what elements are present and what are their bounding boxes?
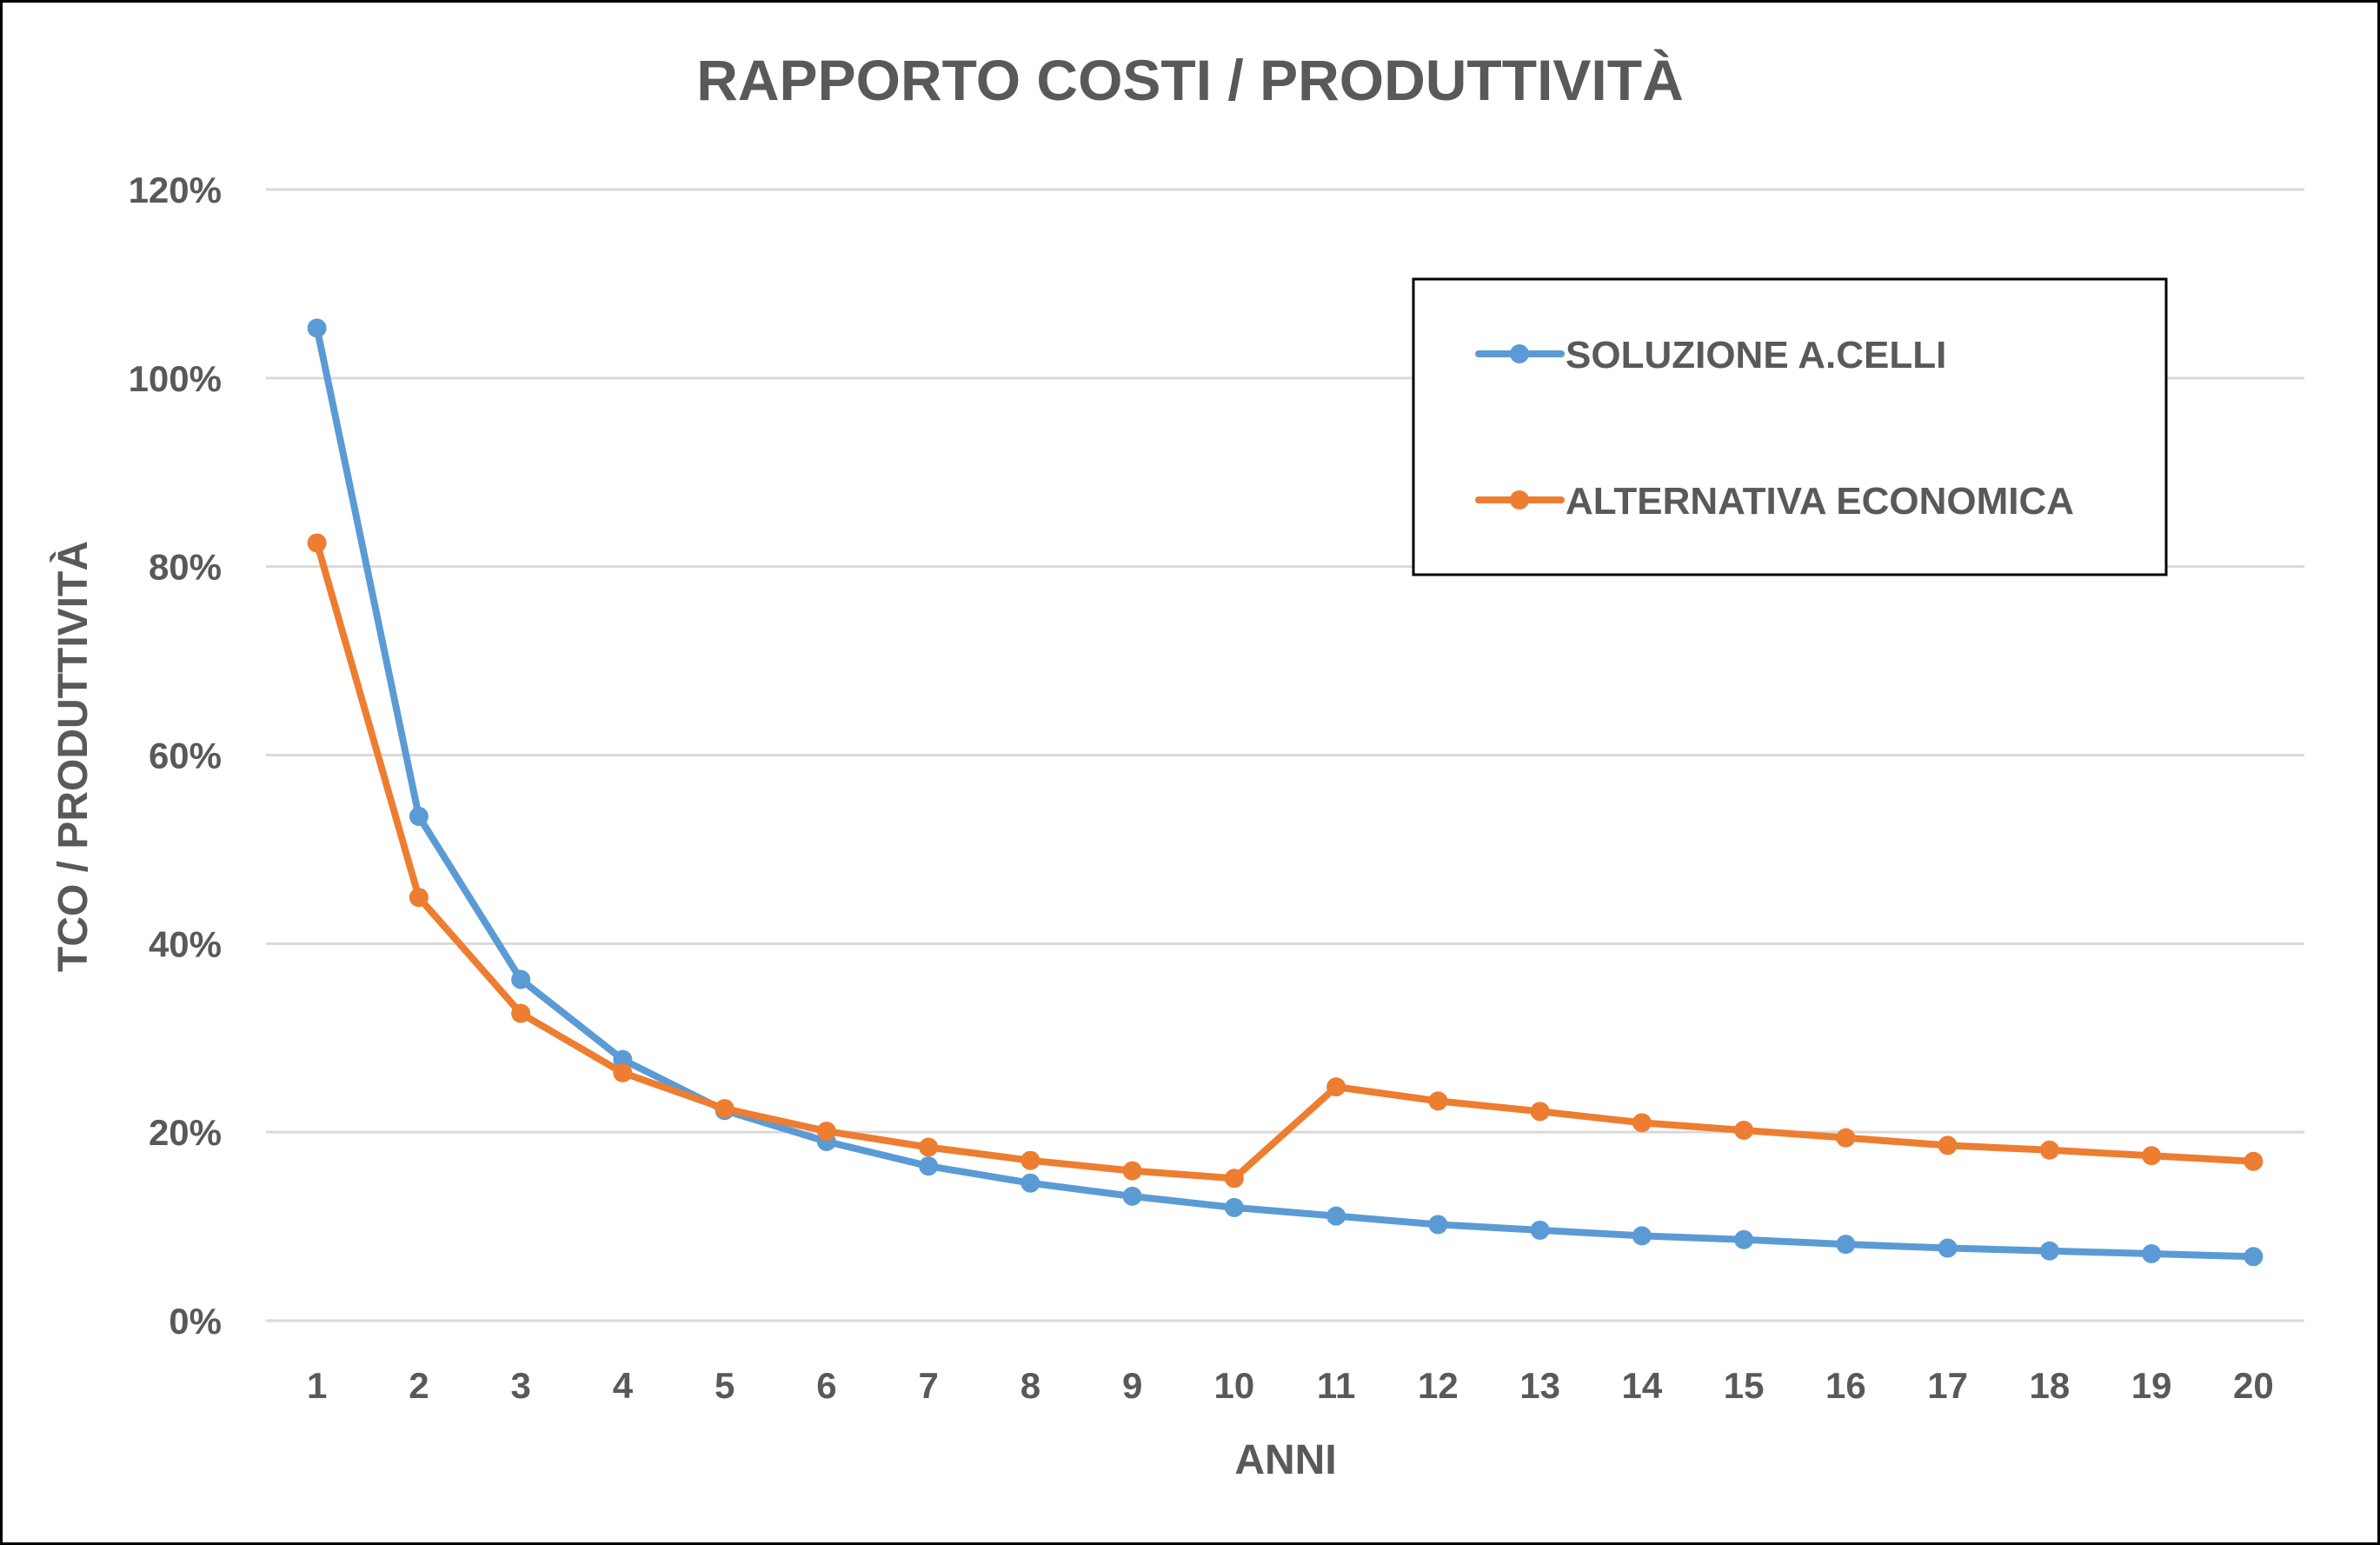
gridlines xyxy=(266,188,2304,1322)
data-point-marker xyxy=(409,888,429,908)
data-point-marker xyxy=(613,1062,633,1082)
x-tick-label: 3 xyxy=(510,1365,530,1406)
y-tick-label: 20% xyxy=(149,1112,222,1153)
y-axis-ticks: 0% 20% 40% 60% 80% 100% 120% xyxy=(129,170,222,1342)
x-tick-label: 15 xyxy=(1724,1365,1765,1406)
data-point-marker xyxy=(1224,1169,1244,1189)
x-tick-label: 7 xyxy=(918,1365,938,1406)
x-tick-label: 18 xyxy=(2030,1365,2071,1406)
x-tick-label: 8 xyxy=(1020,1365,1040,1406)
legend-box xyxy=(1412,277,2168,576)
x-axis-ticks: 1 2 3 4 5 6 7 8 9 10 11 12 13 14 15 16 17 18 19 20 xyxy=(307,1365,2274,1406)
data-point-marker xyxy=(613,1049,633,1069)
x-tick-label: 13 xyxy=(1519,1365,1560,1406)
data-point-marker xyxy=(307,533,327,553)
data-point-marker xyxy=(1836,1235,1856,1255)
data-series xyxy=(307,318,2264,1267)
data-point-marker xyxy=(919,1137,939,1157)
data-point-marker xyxy=(919,1156,939,1176)
x-tick-label: 1 xyxy=(307,1365,327,1406)
series-alternativa-economica xyxy=(307,533,2264,1189)
y-tick-label: 60% xyxy=(149,736,222,776)
x-tick-label: 10 xyxy=(1214,1365,1255,1406)
data-point-marker xyxy=(1734,1229,1754,1249)
data-point-marker xyxy=(1938,1238,1958,1258)
legend-item: ALTERNATIVA ECONOMICA xyxy=(1475,480,2074,523)
line-chart: RAPPORTO COSTI / PRODUTTIVITÀ 0%20%40%60… xyxy=(50,48,2304,1483)
data-point-marker xyxy=(1530,1102,1550,1122)
series-line xyxy=(313,539,2257,1182)
data-point-marker xyxy=(1122,1186,1142,1206)
data-point-marker xyxy=(1530,1220,1550,1240)
x-tick-label: 12 xyxy=(1418,1365,1459,1406)
legend-marker-icon xyxy=(1510,344,1529,363)
data-point-marker xyxy=(1326,1077,1346,1097)
series-soluzione-a-celli xyxy=(307,318,2264,1267)
data-point-marker xyxy=(409,806,429,826)
data-point-marker xyxy=(2244,1247,2264,1267)
x-tick-label: 4 xyxy=(613,1365,634,1406)
y-tick-label: 0% xyxy=(169,1301,222,1342)
data-point-marker xyxy=(1632,1226,1652,1246)
data-point-marker xyxy=(2142,1244,2162,1264)
x-tick-label: 6 xyxy=(816,1365,836,1406)
y-tick-label: 80% xyxy=(149,547,222,588)
data-point-marker xyxy=(2142,1146,2162,1166)
y-tick-label: 40% xyxy=(149,923,222,964)
series-line xyxy=(313,324,2257,1261)
data-point-marker xyxy=(1734,1120,1754,1140)
data-point-marker xyxy=(307,318,327,338)
data-point-marker xyxy=(2039,1241,2059,1261)
y-tick-label: 100% xyxy=(129,358,222,399)
legend-marker-icon xyxy=(1510,490,1529,509)
legend: SOLUZIONE A.CELLI ALTERNATIVA ECONOMICA xyxy=(1412,277,2168,576)
x-tick-label: 2 xyxy=(409,1365,429,1406)
x-tick-label: 17 xyxy=(1927,1365,1968,1406)
data-point-marker xyxy=(2244,1151,2264,1171)
x-tick-label: 16 xyxy=(1825,1365,1866,1406)
legend-items: SOLUZIONE A.CELLI ALTERNATIVA ECONOMICA xyxy=(1475,334,2074,523)
data-point-marker xyxy=(816,1122,836,1142)
legend-label: SOLUZIONE A.CELLI xyxy=(1566,334,1946,376)
y-axis-label: TCO / PRODUTTIVITÀ xyxy=(50,541,96,972)
legend-item: SOLUZIONE A.CELLI xyxy=(1475,334,1946,376)
chart-title: RAPPORTO COSTI / PRODUTTIVITÀ xyxy=(696,48,1684,112)
x-tick-label: 11 xyxy=(1317,1365,1355,1406)
x-tick-label: 20 xyxy=(2233,1365,2274,1406)
data-point-marker xyxy=(1632,1113,1652,1133)
x-tick-label: 9 xyxy=(1122,1365,1142,1406)
legend-label: ALTERNATIVA ECONOMICA xyxy=(1566,480,2074,523)
data-point-marker xyxy=(1122,1161,1142,1181)
data-point-marker xyxy=(1224,1197,1244,1217)
x-axis-label: ANNI xyxy=(1234,1437,1336,1483)
data-point-marker xyxy=(1836,1128,1856,1148)
data-point-marker xyxy=(1020,1150,1040,1170)
data-point-marker xyxy=(2039,1140,2059,1160)
x-tick-label: 5 xyxy=(715,1365,735,1406)
data-point-marker xyxy=(511,1003,531,1023)
data-point-marker xyxy=(715,1099,735,1119)
y-tick-label: 120% xyxy=(129,170,222,210)
data-point-marker xyxy=(1938,1135,1958,1155)
data-point-marker xyxy=(1428,1215,1448,1235)
data-point-marker xyxy=(1020,1173,1040,1193)
x-tick-label: 19 xyxy=(2131,1365,2172,1406)
data-point-marker xyxy=(511,969,531,989)
data-point-marker xyxy=(1428,1091,1448,1111)
data-point-marker xyxy=(1326,1206,1346,1226)
x-tick-label: 14 xyxy=(1622,1365,1663,1406)
